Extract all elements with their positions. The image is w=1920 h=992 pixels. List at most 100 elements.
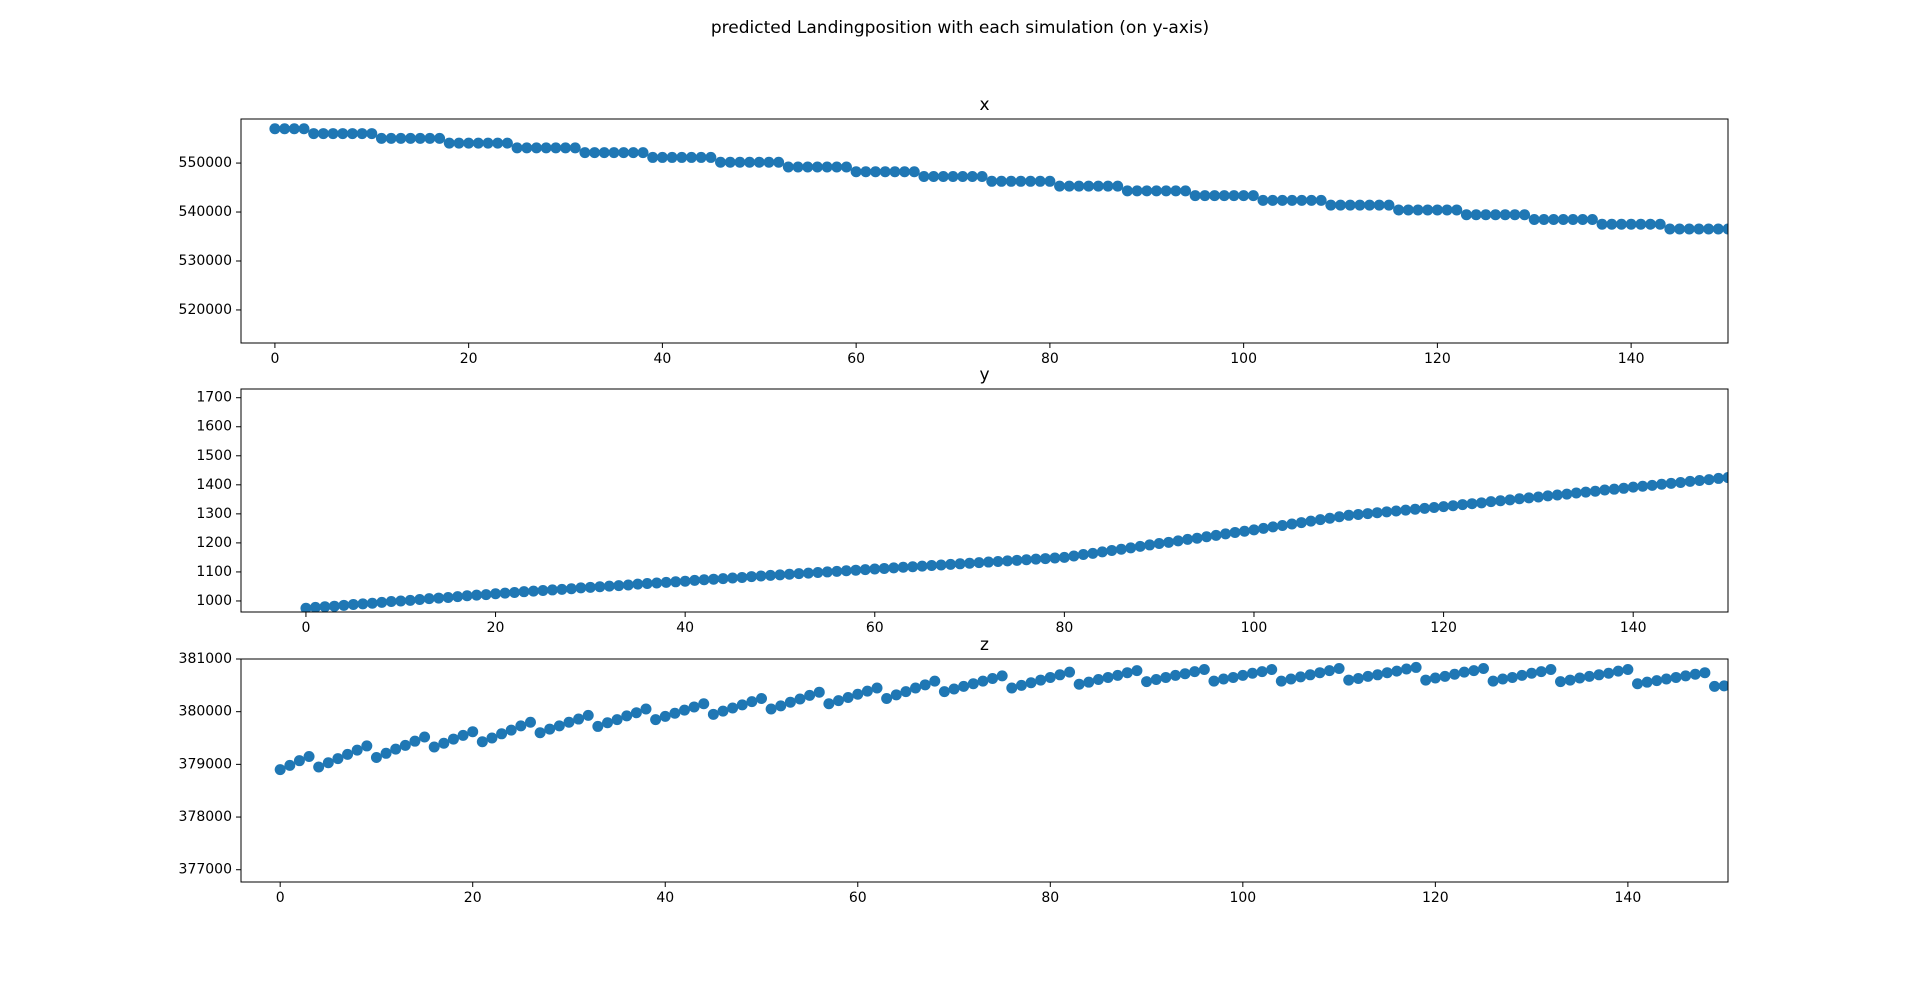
x-tick-label: 80 bbox=[1055, 620, 1073, 636]
point bbox=[1044, 175, 1056, 187]
point bbox=[727, 702, 739, 714]
point bbox=[1449, 668, 1461, 680]
point bbox=[1189, 666, 1201, 678]
point bbox=[1570, 487, 1582, 499]
point bbox=[916, 560, 928, 572]
point bbox=[544, 723, 556, 735]
point bbox=[1150, 185, 1162, 197]
point bbox=[1615, 218, 1627, 230]
point bbox=[859, 564, 871, 576]
point bbox=[1134, 540, 1146, 552]
point bbox=[1304, 669, 1316, 681]
point bbox=[1141, 185, 1153, 197]
point bbox=[986, 175, 998, 187]
point bbox=[1637, 480, 1649, 492]
y-tick-label: 1700 bbox=[196, 390, 232, 406]
point bbox=[598, 147, 610, 159]
point bbox=[1276, 194, 1288, 206]
point bbox=[1087, 547, 1099, 559]
point bbox=[1722, 223, 1728, 235]
point bbox=[958, 680, 970, 692]
point bbox=[852, 688, 864, 700]
y-tick-label: 1300 bbox=[196, 506, 232, 522]
point bbox=[1390, 505, 1402, 517]
point bbox=[390, 743, 402, 755]
point bbox=[632, 578, 644, 590]
point bbox=[1458, 666, 1470, 678]
point bbox=[1314, 514, 1326, 526]
x-tick-label: 100 bbox=[1230, 351, 1257, 367]
point bbox=[342, 748, 354, 760]
point bbox=[1400, 504, 1412, 516]
x-tick-label: 140 bbox=[1618, 351, 1645, 367]
point bbox=[550, 142, 562, 154]
point bbox=[746, 696, 758, 708]
point bbox=[423, 593, 435, 605]
point bbox=[669, 707, 681, 719]
point bbox=[1542, 490, 1554, 502]
point bbox=[505, 724, 517, 736]
point bbox=[647, 151, 659, 163]
point bbox=[501, 137, 513, 149]
y-tick-label: 378000 bbox=[179, 809, 232, 825]
point bbox=[656, 151, 668, 163]
axes-frame bbox=[240, 658, 1729, 883]
point bbox=[328, 600, 340, 612]
point bbox=[1285, 673, 1297, 685]
point bbox=[1618, 482, 1630, 494]
point bbox=[842, 691, 854, 703]
point bbox=[1201, 531, 1213, 543]
x-tick-label: 0 bbox=[301, 620, 310, 636]
point bbox=[1220, 528, 1232, 540]
point bbox=[763, 156, 775, 168]
point bbox=[630, 707, 642, 719]
x-tick-label: 60 bbox=[847, 351, 865, 367]
point bbox=[794, 693, 806, 705]
point bbox=[861, 685, 873, 697]
point bbox=[621, 710, 633, 722]
point bbox=[1006, 682, 1018, 694]
point bbox=[486, 732, 498, 744]
point bbox=[1237, 669, 1249, 681]
point bbox=[1335, 199, 1347, 211]
point bbox=[1218, 673, 1230, 685]
point bbox=[850, 564, 862, 576]
point bbox=[592, 720, 604, 732]
axes-frame bbox=[240, 118, 1729, 344]
point bbox=[540, 142, 552, 154]
point bbox=[705, 151, 717, 163]
point bbox=[443, 137, 455, 149]
point bbox=[850, 166, 862, 178]
y-tick-label: 381000 bbox=[179, 651, 232, 667]
point bbox=[453, 137, 465, 149]
point bbox=[775, 700, 787, 712]
point bbox=[727, 572, 739, 584]
point bbox=[1519, 209, 1531, 221]
point bbox=[783, 568, 795, 580]
x-tick-label: 60 bbox=[849, 890, 867, 906]
point bbox=[1160, 671, 1172, 683]
point bbox=[1015, 175, 1027, 187]
point bbox=[1608, 483, 1620, 495]
point bbox=[840, 565, 852, 577]
point bbox=[900, 686, 912, 698]
subplot-title: y bbox=[979, 365, 989, 385]
point bbox=[881, 693, 893, 705]
point bbox=[823, 698, 835, 710]
point bbox=[366, 597, 378, 609]
point bbox=[1684, 475, 1696, 487]
point bbox=[1428, 501, 1440, 513]
x-tick-label: 0 bbox=[276, 890, 285, 906]
point bbox=[1599, 484, 1611, 496]
point bbox=[899, 166, 911, 178]
point bbox=[399, 739, 411, 751]
point bbox=[1144, 539, 1156, 551]
point bbox=[1477, 662, 1489, 674]
point bbox=[1381, 506, 1393, 518]
x-tick-label: 120 bbox=[1424, 351, 1451, 367]
point bbox=[1102, 671, 1114, 683]
point bbox=[1554, 676, 1566, 688]
point bbox=[308, 128, 320, 140]
point bbox=[594, 581, 606, 593]
point bbox=[889, 166, 901, 178]
